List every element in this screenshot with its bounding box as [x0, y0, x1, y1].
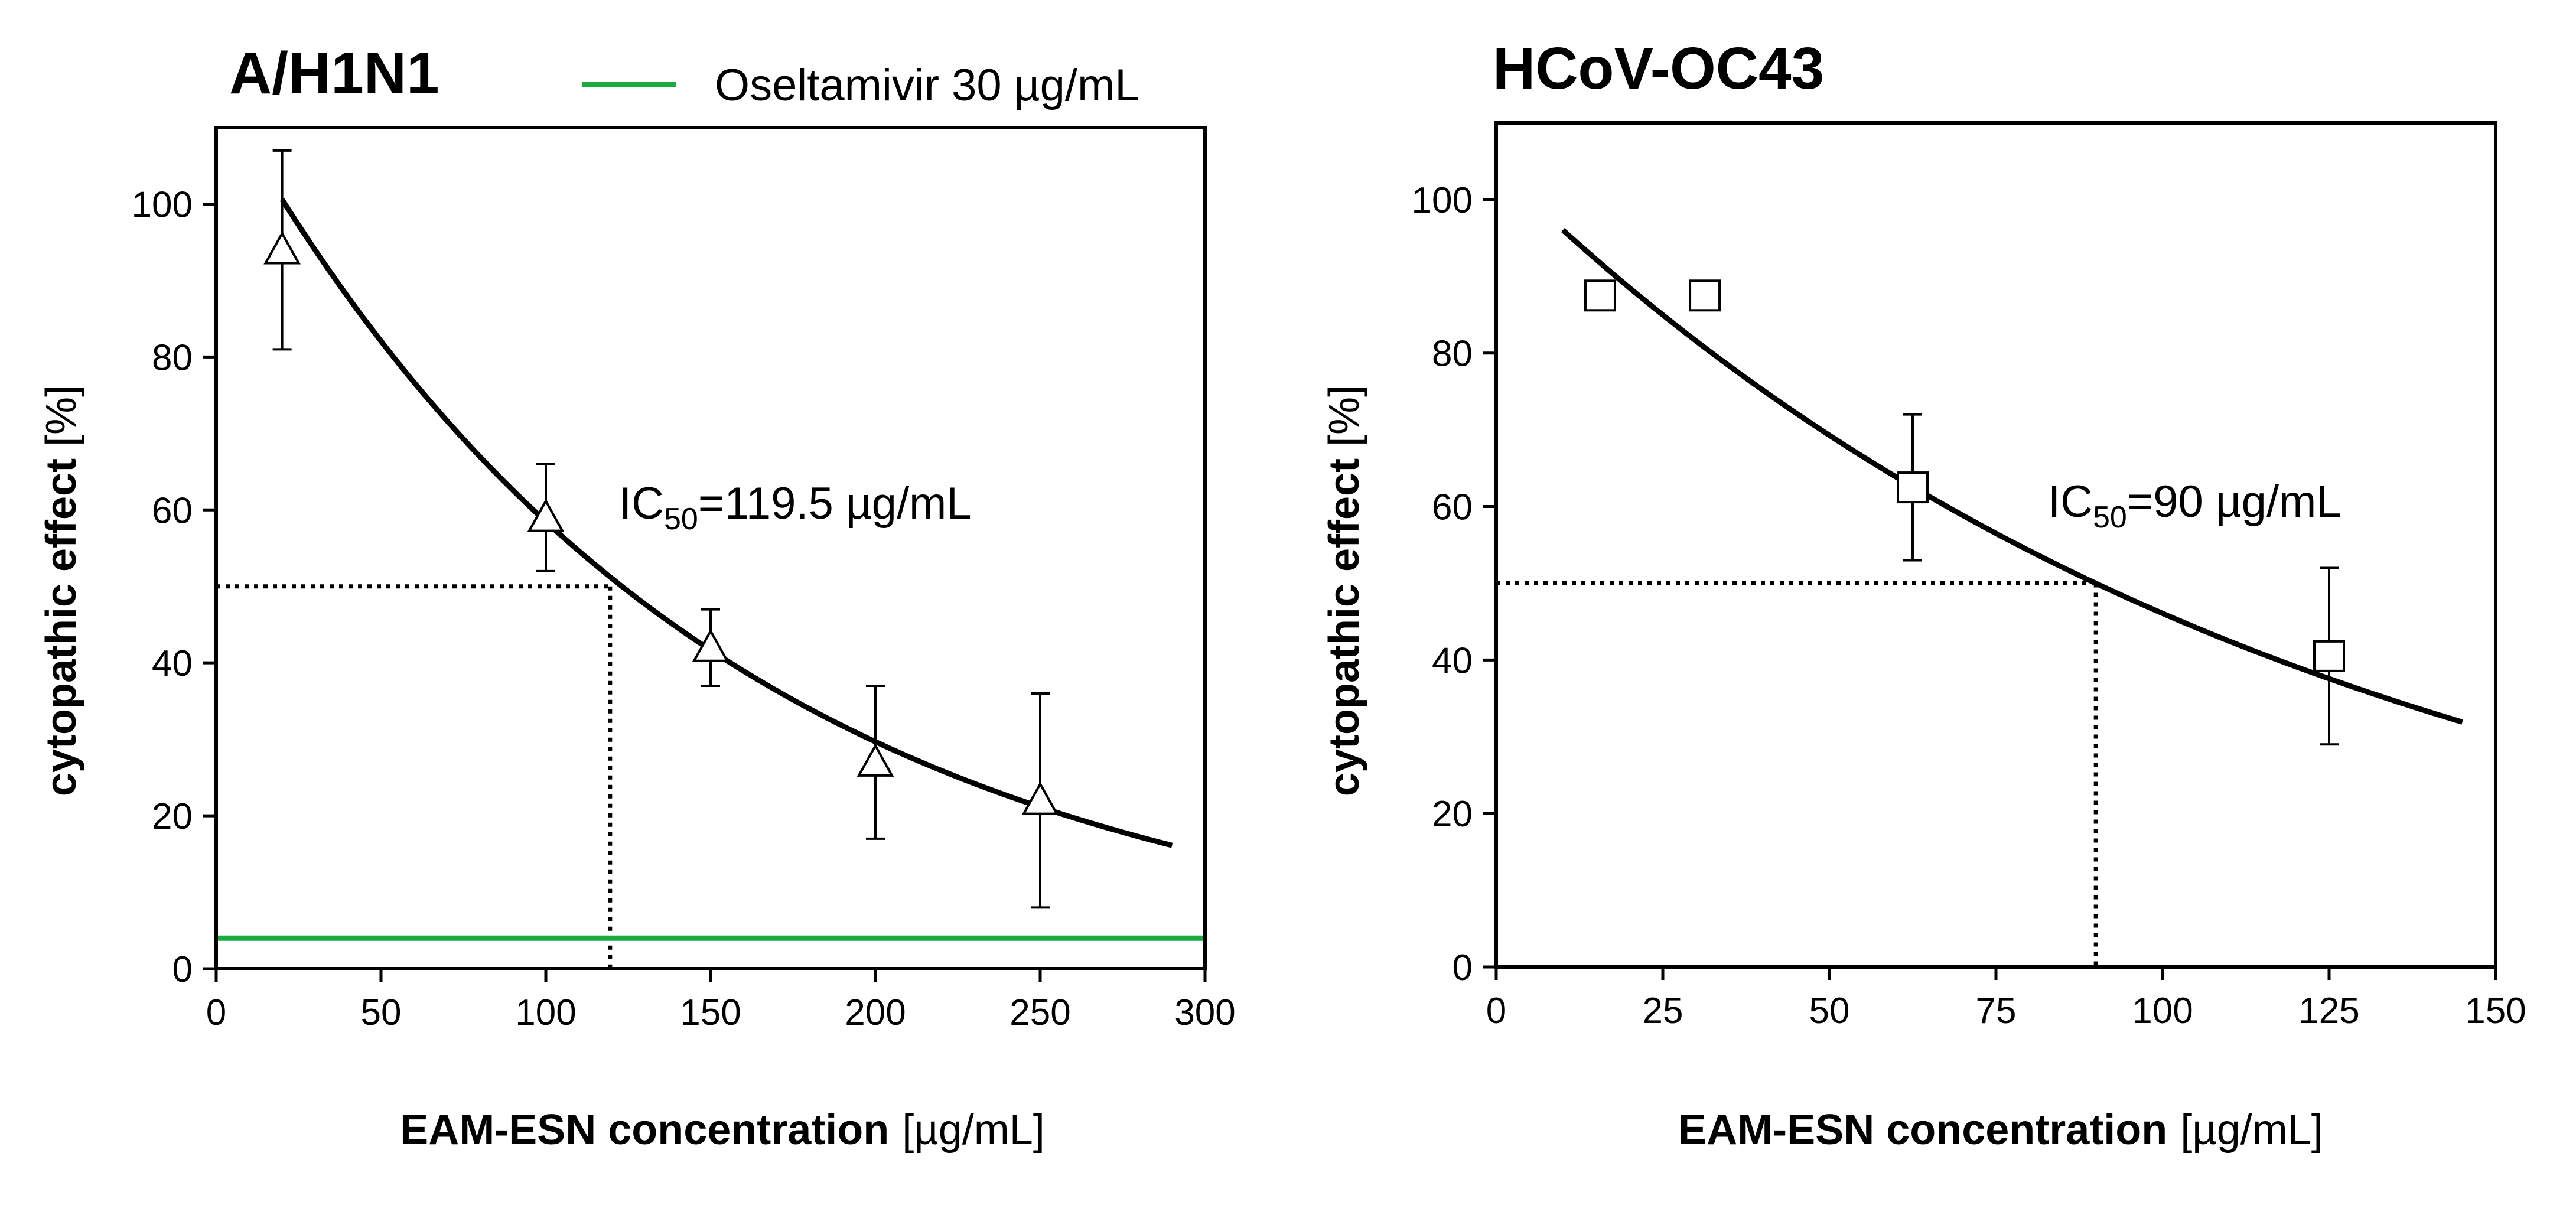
fit-curve: [1561, 228, 2463, 725]
y-axis-unit: [%]: [1321, 385, 1368, 447]
triangle-marker: [857, 743, 894, 777]
data-point: [1897, 413, 1929, 562]
square-marker: [1689, 279, 1721, 312]
y-axis-ticks: 0 20 40 60 80 100: [1412, 180, 1496, 988]
x-tick-label: 100: [515, 992, 576, 1033]
x-axis-label: EAM-ESN concentration [µg/mL]: [400, 1106, 1045, 1154]
data-points: [1584, 279, 2345, 746]
ic50-annotation: IC50=90 µg/mL: [2048, 477, 2341, 535]
x-tick-label: 150: [2465, 991, 2526, 1031]
chart-title: HCoV-OC43: [1493, 35, 1824, 102]
chart-title: A/H1N1: [229, 40, 439, 106]
triangle-marker: [692, 628, 730, 662]
x-axis-ticks: 0 25 50 75 100 125 150: [1486, 967, 2526, 1031]
ic50-value: =119.5 µg/mL: [698, 478, 972, 529]
data-point: [1021, 692, 1059, 909]
data-point: [2313, 566, 2345, 746]
x-axis-ticks: 0 50 100 150 200 250 300: [206, 969, 1236, 1033]
y-axis-label: cytopathic effect [%]: [38, 385, 85, 796]
y-tick-label: 60: [152, 490, 193, 531]
data-point: [692, 608, 730, 688]
x-axis-title: EAM-ESN concentration: [400, 1106, 889, 1154]
y-axis-ticks: 0 20 40 60 80 100: [132, 184, 216, 990]
legend-label: Oseltamivir 30 µg/mL: [715, 60, 1140, 110]
ic50-prefix: IC: [2048, 477, 2093, 527]
chart-panel-a-h1n1: A/H1N1 Oseltamivir 30 µg/mL 0 20 40 60 80 100…: [38, 40, 1236, 1154]
triangle-marker: [263, 231, 301, 265]
data-points: [263, 149, 1059, 909]
data-point: [1689, 279, 1721, 312]
x-tick-label: 150: [680, 992, 741, 1033]
y-tick-label: 60: [1432, 487, 1473, 528]
plot-area: [214, 126, 1207, 970]
x-axis-unit: [µg/mL]: [902, 1106, 1045, 1154]
y-axis-title: cytopathic effect: [1321, 458, 1368, 796]
y-tick-label: 20: [152, 796, 193, 837]
plot-area: [1494, 121, 2497, 969]
y-tick-label: 0: [1453, 947, 1473, 988]
ic50-subscript: 50: [664, 502, 698, 536]
data-point: [1584, 279, 1616, 312]
data-point: [857, 685, 894, 840]
x-tick-label: 250: [1009, 992, 1070, 1033]
square-marker: [1584, 279, 1616, 312]
y-tick-label: 80: [152, 337, 193, 378]
ic50-guide-lines: [216, 584, 613, 969]
x-tick-label: 100: [2132, 991, 2193, 1031]
x-tick-label: 50: [361, 992, 402, 1033]
x-tick-label: 0: [206, 992, 226, 1033]
ic50-subscript: 50: [2093, 500, 2127, 535]
square-marker: [1897, 471, 1929, 504]
ic50-value: =90 µg/mL: [2127, 477, 2341, 527]
x-tick-label: 25: [1643, 991, 1683, 1031]
y-axis-unit: [%]: [38, 385, 85, 447]
x-tick-label: 0: [1486, 991, 1506, 1031]
x-tick-label: 125: [2298, 991, 2359, 1031]
legend: Oseltamivir 30 µg/mL: [582, 60, 1140, 110]
y-tick-label: 100: [1412, 180, 1473, 221]
x-axis-title: EAM-ESN concentration: [1678, 1106, 2167, 1154]
ic50-guide-lines: [1496, 581, 2098, 967]
x-axis-label: EAM-ESN concentration [µg/mL]: [1678, 1106, 2323, 1154]
data-point: [527, 463, 565, 572]
x-axis-unit: [µg/mL]: [2180, 1106, 2323, 1154]
x-tick-label: 200: [845, 992, 906, 1033]
y-tick-label: 20: [1432, 794, 1473, 835]
y-tick-label: 40: [152, 643, 193, 684]
y-axis-title: cytopathic effect: [38, 458, 85, 796]
data-point: [263, 149, 301, 351]
square-marker: [2313, 640, 2345, 672]
triangle-marker: [1021, 781, 1059, 815]
ic50-annotation: IC50=119.5 µg/mL: [619, 478, 972, 536]
y-axis-label: cytopathic effect [%]: [1321, 385, 1368, 796]
x-tick-label: 50: [1809, 991, 1850, 1031]
x-tick-label: 300: [1174, 992, 1235, 1033]
y-tick-label: 40: [1432, 640, 1473, 681]
y-tick-label: 0: [172, 949, 193, 990]
x-tick-label: 75: [1976, 991, 2017, 1031]
triangle-marker: [527, 499, 565, 532]
y-tick-label: 80: [1432, 334, 1473, 374]
y-tick-label: 100: [132, 184, 193, 225]
ic50-prefix: IC: [619, 478, 664, 529]
